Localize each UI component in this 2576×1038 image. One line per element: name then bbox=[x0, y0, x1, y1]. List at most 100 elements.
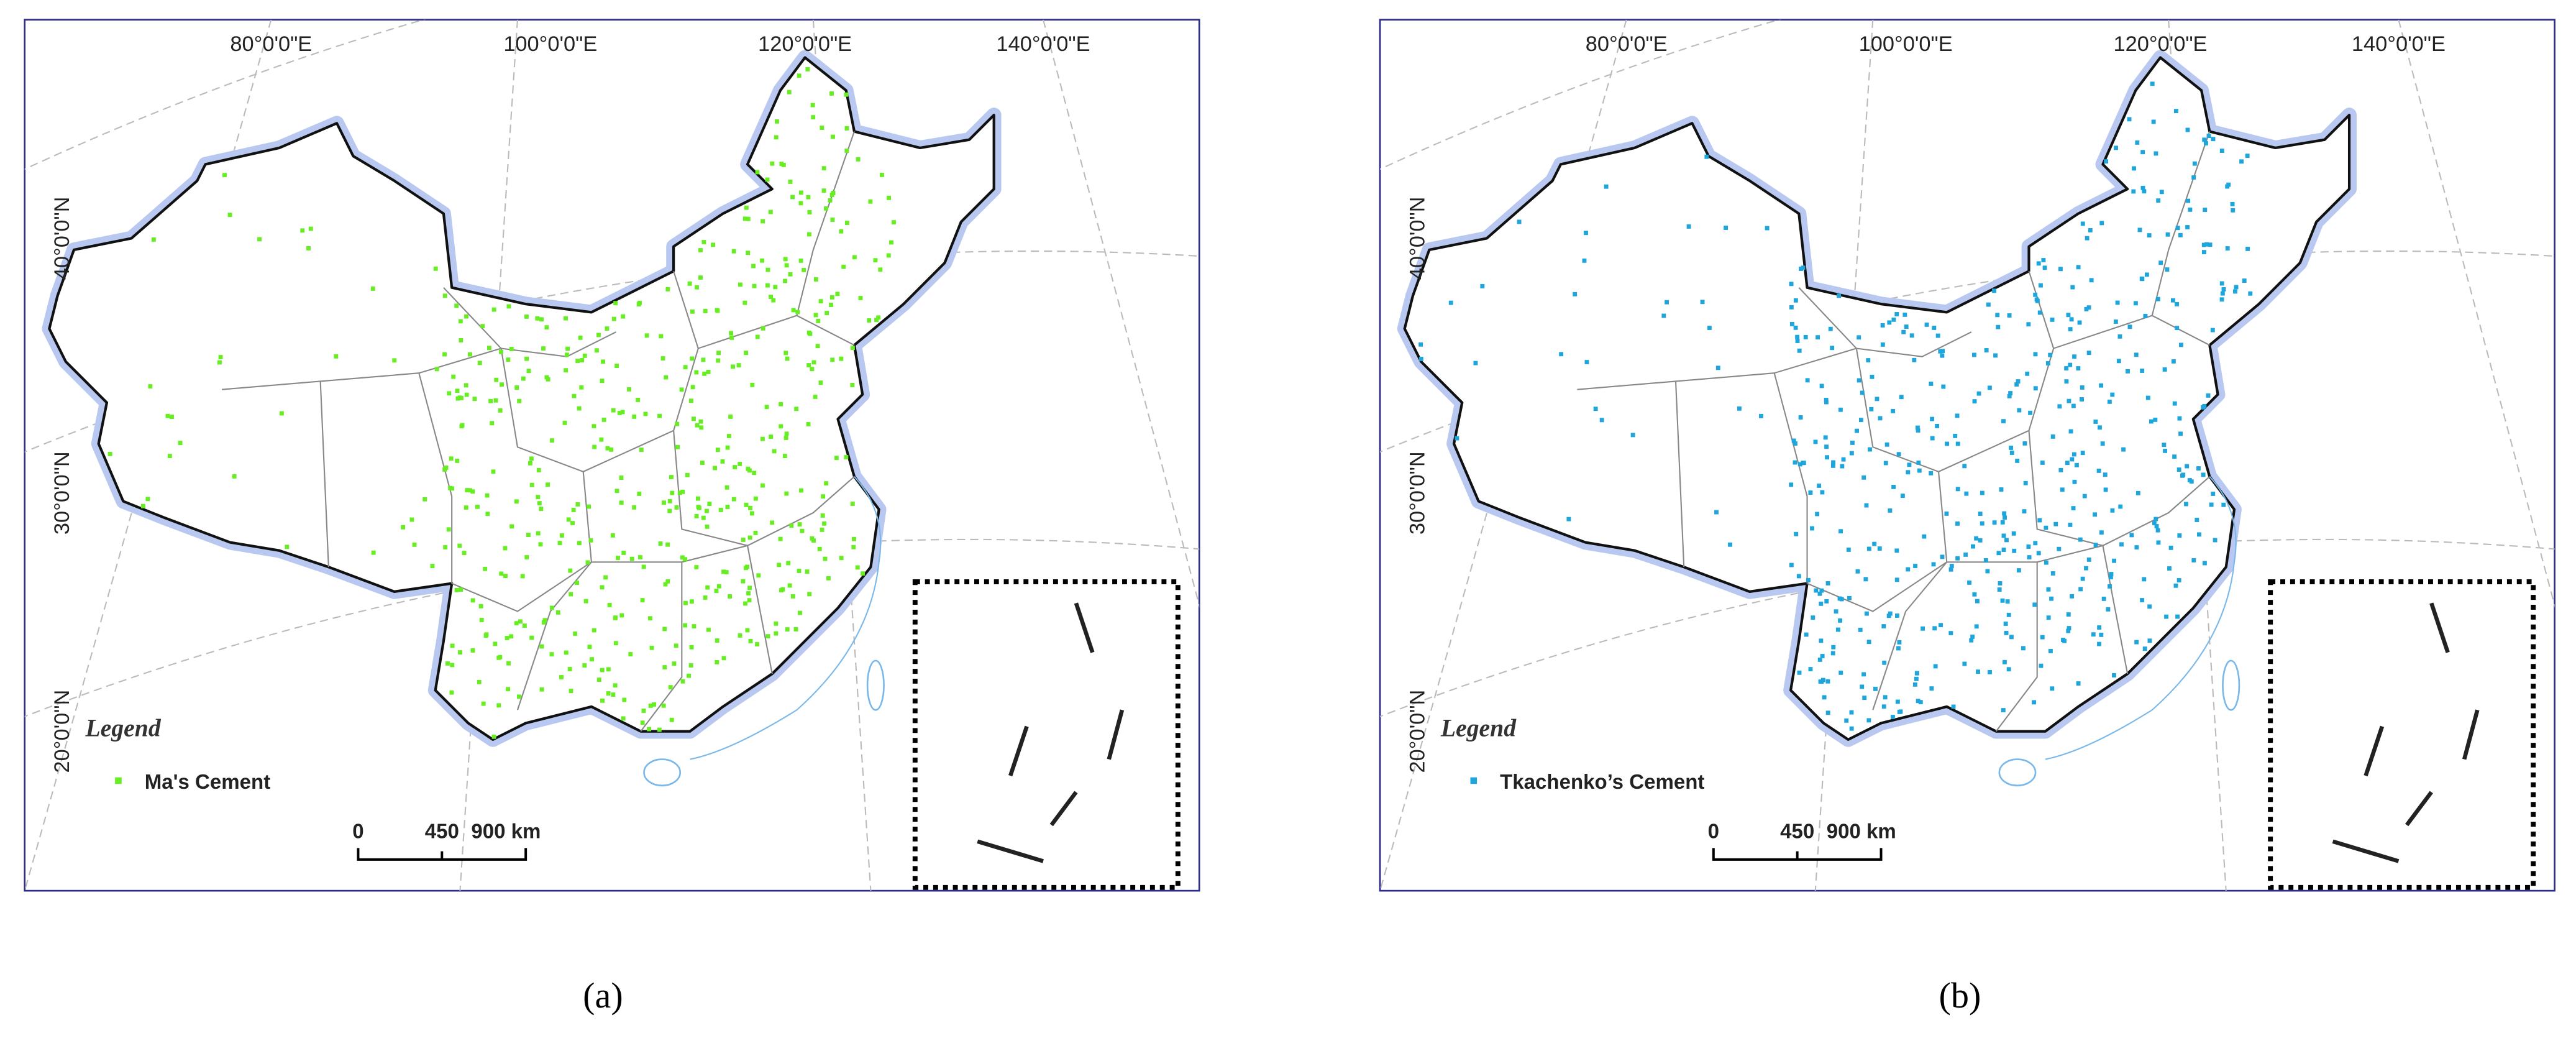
plant-marker bbox=[2113, 319, 2118, 324]
plant-marker bbox=[1857, 335, 1861, 340]
plant-marker bbox=[1834, 609, 1838, 614]
plant-marker bbox=[2046, 615, 2051, 620]
plant-marker bbox=[2021, 646, 2026, 651]
plant-marker bbox=[1880, 342, 1885, 347]
plant-marker bbox=[619, 613, 624, 618]
plant-marker bbox=[1890, 715, 1895, 719]
plant-marker bbox=[2080, 451, 2085, 456]
plant-marker bbox=[2032, 602, 2037, 607]
plant-marker bbox=[2245, 246, 2250, 251]
plant-marker bbox=[1584, 360, 1589, 365]
longitude-label: 100°0'0"E bbox=[503, 32, 597, 56]
plant-marker bbox=[2134, 352, 2139, 357]
plant-marker bbox=[2085, 236, 2090, 241]
plant-marker bbox=[1815, 512, 1820, 517]
plant-marker bbox=[2011, 531, 2016, 536]
plant-marker bbox=[829, 303, 833, 307]
plant-marker bbox=[1972, 592, 1977, 597]
plant-marker bbox=[706, 370, 711, 374]
plant-marker bbox=[790, 195, 795, 200]
plant-marker bbox=[573, 632, 578, 636]
plant-marker bbox=[2049, 596, 2053, 601]
plant-marker bbox=[2221, 287, 2226, 292]
plant-marker bbox=[2177, 533, 2182, 538]
plant-marker bbox=[564, 650, 569, 655]
plant-marker bbox=[559, 675, 564, 679]
plant-marker bbox=[459, 424, 464, 429]
plant-marker bbox=[829, 193, 834, 198]
plant-marker bbox=[1830, 346, 1835, 351]
plant-marker bbox=[1573, 292, 1578, 296]
plant-marker bbox=[578, 335, 583, 340]
plant-marker bbox=[880, 172, 884, 177]
plant-marker bbox=[2009, 446, 2014, 450]
plant-marker bbox=[2057, 404, 2062, 409]
plant-marker bbox=[1940, 349, 1945, 354]
plant-marker bbox=[2086, 557, 2091, 562]
plant-marker bbox=[539, 644, 544, 649]
plant-marker bbox=[564, 368, 569, 373]
plant-marker bbox=[449, 456, 454, 461]
plant-marker bbox=[824, 481, 829, 486]
plant-marker bbox=[2067, 398, 2071, 403]
plant-marker bbox=[772, 449, 777, 454]
plant-marker bbox=[715, 448, 720, 452]
plant-marker bbox=[731, 364, 735, 369]
plant-marker bbox=[2058, 467, 2063, 472]
plant-marker bbox=[2108, 584, 2112, 589]
plant-marker bbox=[1814, 588, 1819, 593]
plant-marker bbox=[2175, 226, 2180, 231]
plant-marker bbox=[2155, 296, 2160, 301]
plant-marker bbox=[876, 315, 881, 320]
plant-marker bbox=[232, 474, 237, 479]
plant-marker bbox=[591, 628, 596, 633]
plant-marker bbox=[1875, 397, 1879, 402]
plant-marker bbox=[580, 358, 585, 362]
plant-marker bbox=[1813, 439, 1818, 444]
plant-marker bbox=[1881, 624, 1886, 629]
plant-marker bbox=[798, 201, 803, 206]
plant-marker bbox=[1704, 154, 1709, 159]
plant-marker bbox=[2061, 638, 2065, 642]
plant-marker bbox=[1970, 634, 1975, 639]
graticule bbox=[24, 538, 1200, 717]
province-border bbox=[673, 270, 699, 349]
plant-marker bbox=[680, 555, 685, 560]
plant-marker bbox=[1790, 321, 1794, 326]
plant-marker bbox=[1916, 699, 1921, 704]
plant-marker bbox=[851, 544, 856, 549]
plant-marker bbox=[731, 249, 736, 254]
plant-marker bbox=[807, 209, 812, 214]
plant-marker bbox=[815, 344, 820, 349]
plant-marker bbox=[648, 703, 653, 708]
plant-marker bbox=[640, 720, 645, 725]
province-border bbox=[2028, 270, 2055, 349]
plant-marker bbox=[2044, 525, 2048, 530]
plant-marker bbox=[2131, 189, 2136, 194]
plant-marker bbox=[2033, 292, 2038, 297]
plant-marker bbox=[285, 544, 290, 549]
plant-marker bbox=[1978, 538, 1983, 543]
plant-marker bbox=[1916, 428, 1921, 433]
plant-marker bbox=[670, 490, 675, 495]
plant-marker bbox=[2189, 479, 2194, 484]
plant-marker bbox=[2088, 227, 2093, 232]
plant-marker bbox=[813, 277, 818, 282]
plant-marker bbox=[613, 641, 618, 646]
plant-marker bbox=[1955, 413, 1960, 418]
plant-marker bbox=[744, 502, 749, 507]
plant-marker bbox=[1517, 219, 1522, 224]
plant-marker bbox=[2082, 494, 2087, 498]
plant-marker bbox=[566, 517, 571, 522]
plant-marker bbox=[811, 360, 816, 365]
plant-marker bbox=[818, 299, 823, 304]
plant-marker bbox=[2066, 313, 2071, 318]
plant-marker bbox=[2135, 140, 2140, 145]
plant-marker bbox=[1992, 520, 1997, 525]
plant-marker bbox=[2026, 322, 2031, 327]
plant-marker bbox=[2050, 434, 2055, 439]
plant-marker bbox=[2104, 159, 2109, 164]
plant-marker bbox=[2172, 454, 2177, 459]
plant-marker bbox=[2202, 137, 2207, 142]
plant-marker bbox=[409, 517, 414, 522]
